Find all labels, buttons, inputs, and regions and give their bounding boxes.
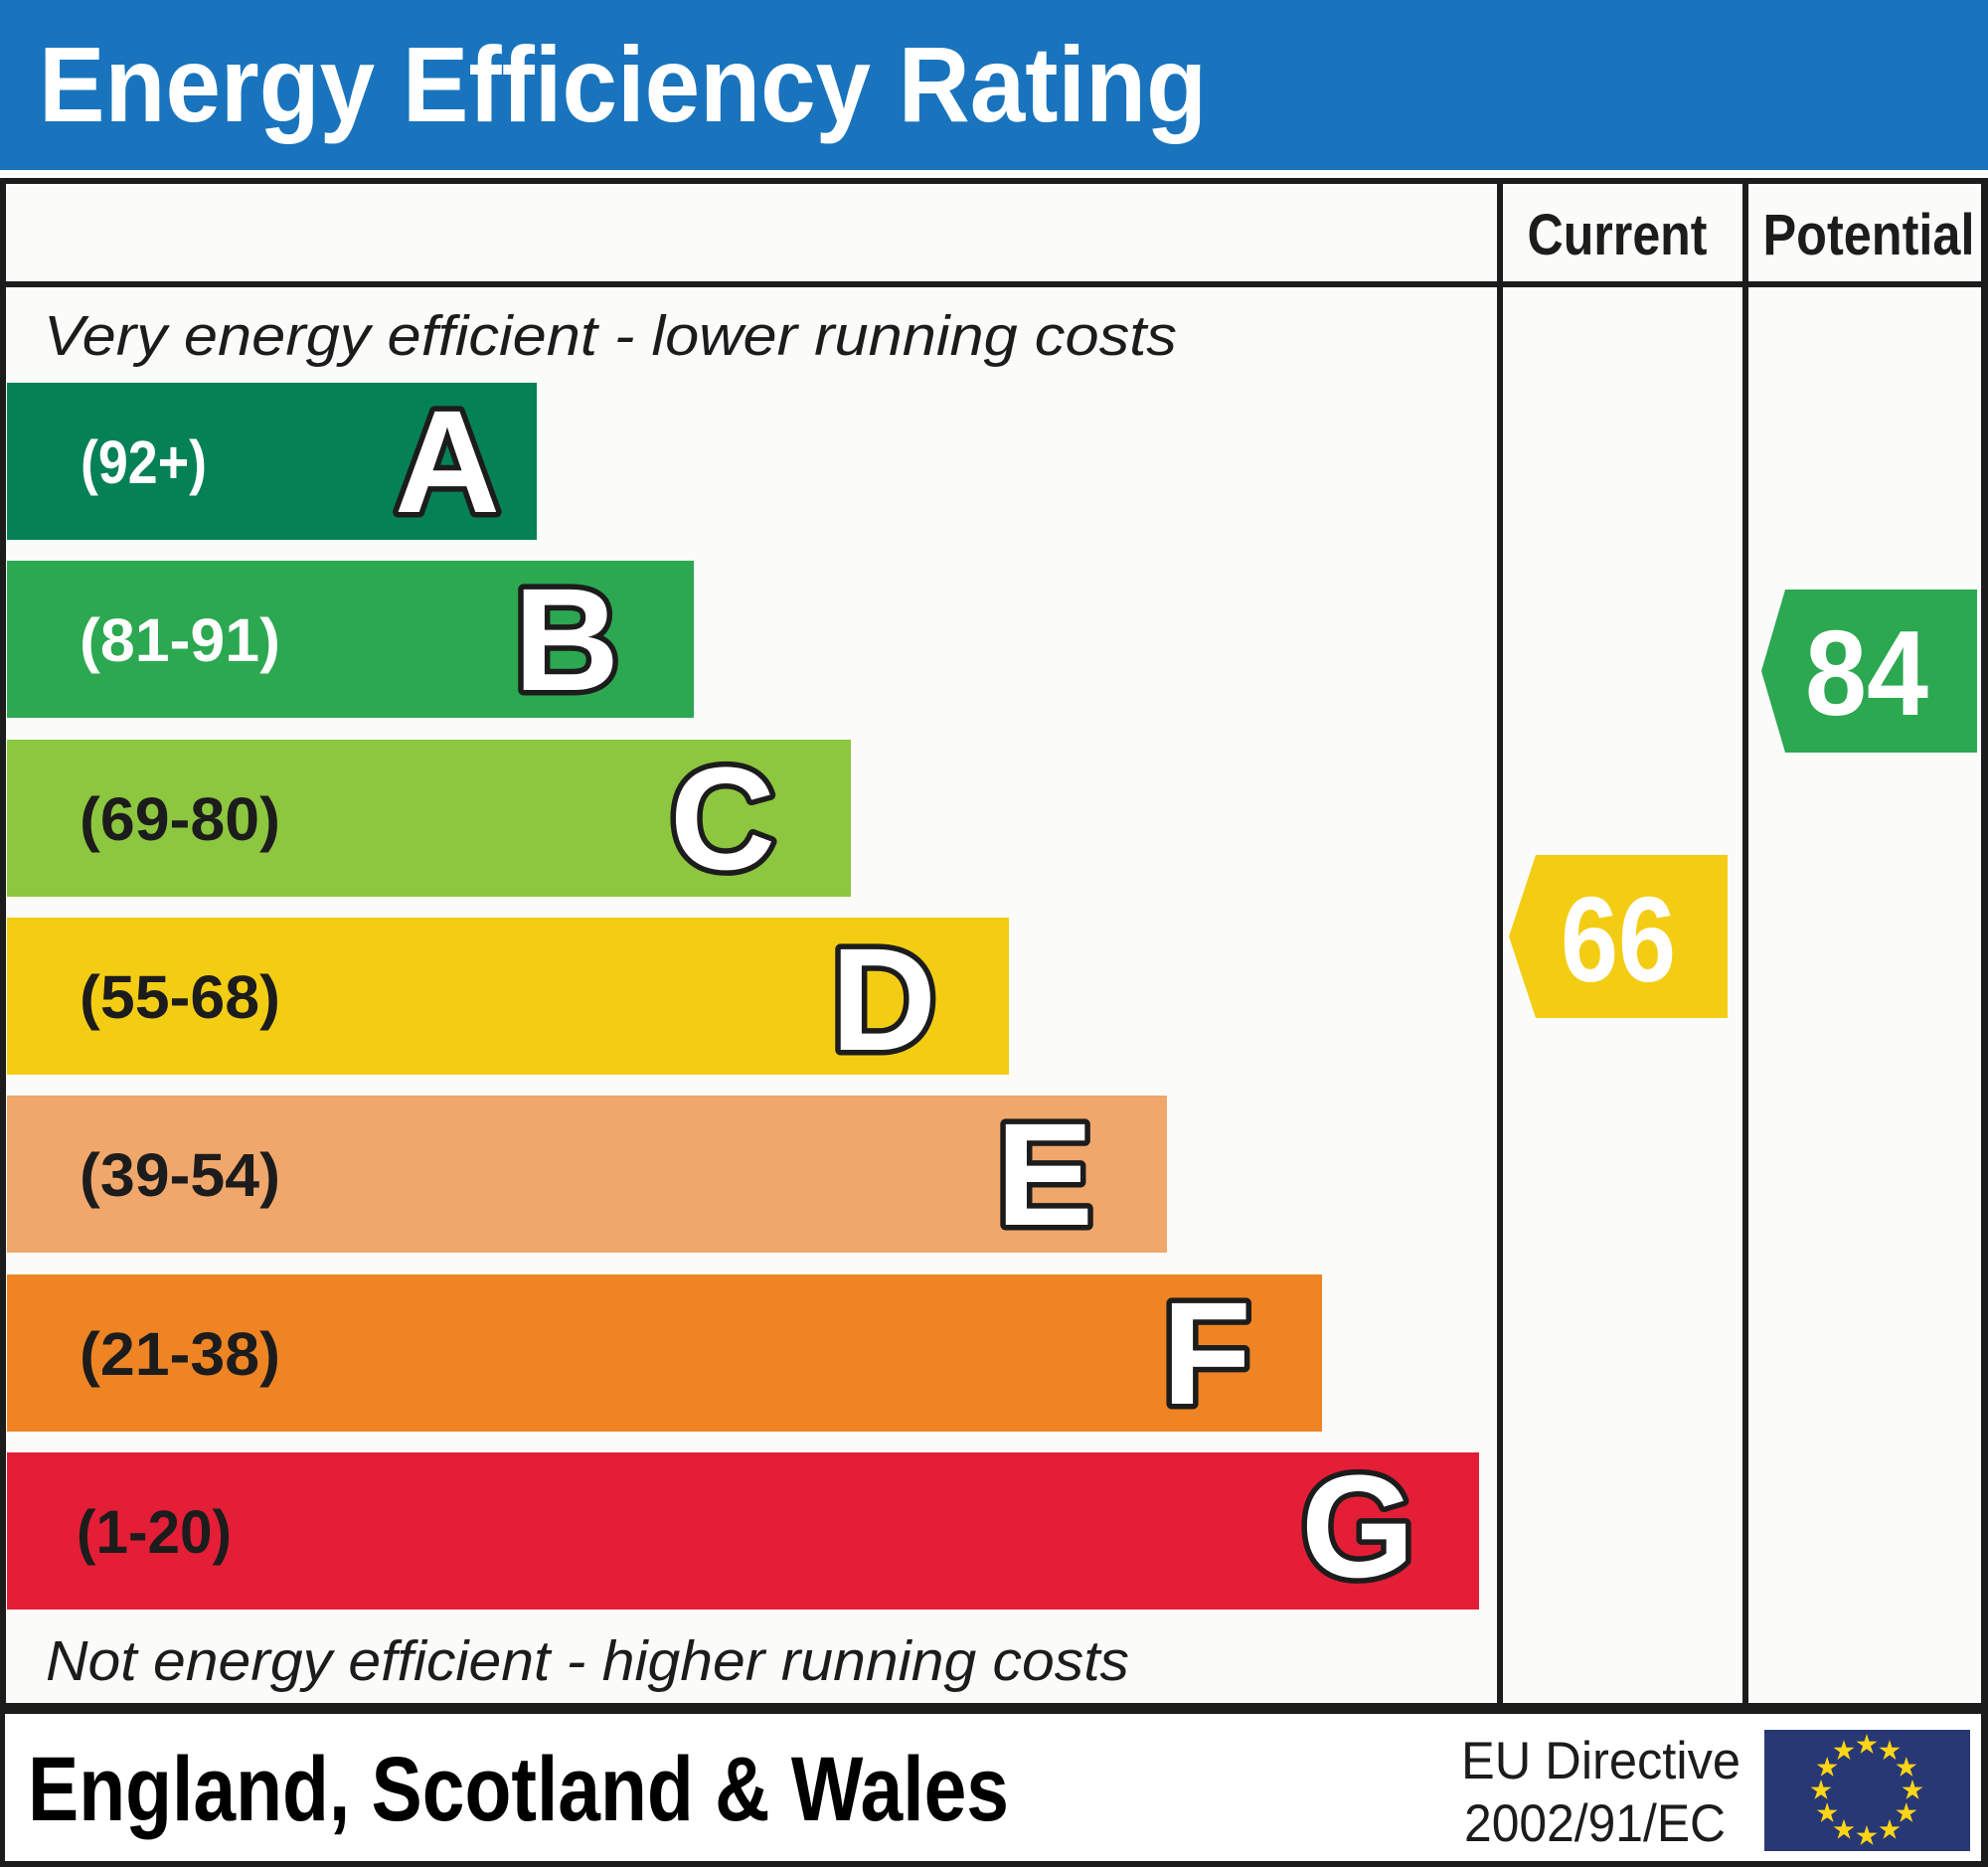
svg-text:E: E (996, 1094, 1093, 1257)
svg-text:84: 84 (1805, 605, 1928, 741)
svg-text:(81-91): (81-91) (80, 606, 280, 674)
svg-text:England, Scotland & Wales: England, Scotland & Wales (28, 1739, 1009, 1840)
svg-text:D: D (831, 919, 936, 1082)
svg-text:C: C (670, 738, 775, 901)
svg-text:Very energy efficient - lower: Very energy efficient - lower running co… (44, 304, 1177, 368)
svg-text:Energy Efficiency Rating: Energy Efficiency Rating (39, 24, 1207, 144)
svg-text:2002/91/EC: 2002/91/EC (1464, 1794, 1726, 1853)
svg-text:(21-38): (21-38) (80, 1320, 280, 1388)
svg-text:A: A (395, 381, 500, 544)
svg-text:EU Directive: EU Directive (1461, 1732, 1740, 1790)
svg-text:Not energy efficient - higher: Not energy efficient - higher running co… (46, 1629, 1129, 1693)
svg-text:F: F (1162, 1273, 1251, 1436)
svg-text:Current: Current (1528, 203, 1708, 267)
svg-text:(55-68): (55-68) (80, 963, 280, 1031)
svg-text:66: 66 (1561, 872, 1676, 1007)
svg-text:G: G (1301, 1445, 1414, 1609)
svg-text:(1-20): (1-20) (77, 1498, 232, 1566)
svg-text:(69-80): (69-80) (80, 785, 280, 853)
svg-text:(39-54): (39-54) (80, 1141, 280, 1209)
svg-text:Potential: Potential (1763, 203, 1975, 267)
svg-text:B: B (514, 559, 619, 722)
svg-text:(92+): (92+) (81, 428, 207, 496)
